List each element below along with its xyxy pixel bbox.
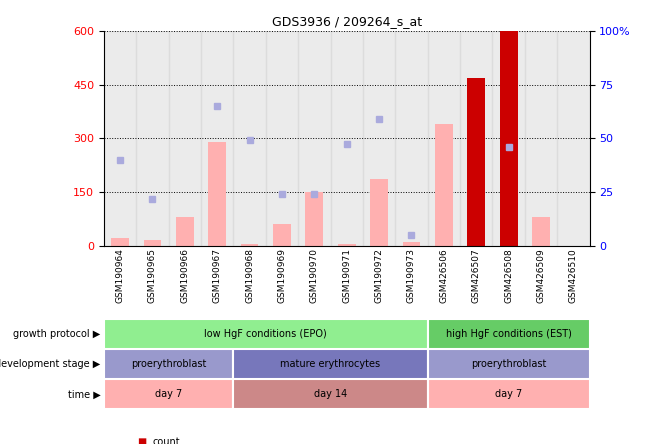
Bar	[298, 31, 330, 246]
Bar	[427, 319, 590, 349]
Text: ■: ■	[137, 437, 147, 444]
Text: day 7: day 7	[495, 389, 523, 399]
Bar	[201, 31, 233, 246]
Text: mature erythrocytes: mature erythrocytes	[281, 359, 381, 369]
Bar	[233, 349, 427, 379]
Bar	[273, 224, 291, 246]
Bar	[371, 179, 388, 246]
Bar	[266, 31, 298, 246]
Bar	[176, 217, 194, 246]
Bar	[330, 31, 363, 246]
Bar	[427, 31, 460, 246]
Text: low HgF conditions (EPO): low HgF conditions (EPO)	[204, 329, 327, 339]
Text: proerythroblast: proerythroblast	[131, 359, 206, 369]
Bar	[233, 379, 427, 409]
Text: proerythroblast: proerythroblast	[471, 359, 546, 369]
Bar	[403, 242, 420, 246]
Bar	[136, 31, 169, 246]
Bar	[427, 349, 590, 379]
Bar	[525, 31, 557, 246]
Bar	[363, 31, 395, 246]
Bar	[435, 124, 453, 246]
Bar	[104, 319, 427, 349]
Bar	[338, 244, 356, 246]
Bar	[208, 142, 226, 246]
Text: development stage ▶: development stage ▶	[0, 359, 100, 369]
Bar	[532, 217, 550, 246]
Bar	[306, 192, 323, 246]
Bar	[492, 31, 525, 246]
Bar	[500, 31, 517, 246]
Bar	[395, 31, 427, 246]
Bar	[557, 31, 590, 246]
Text: time ▶: time ▶	[68, 389, 100, 399]
Bar	[468, 78, 485, 246]
Text: count: count	[152, 437, 180, 444]
Text: day 14: day 14	[314, 389, 347, 399]
Bar	[143, 240, 161, 246]
Bar	[233, 31, 266, 246]
Bar	[104, 379, 233, 409]
Bar	[427, 379, 590, 409]
Text: growth protocol ▶: growth protocol ▶	[13, 329, 101, 339]
Bar	[104, 31, 136, 246]
Title: GDS3936 / 209264_s_at: GDS3936 / 209264_s_at	[271, 16, 422, 28]
Bar	[241, 244, 259, 246]
Text: high HgF conditions (EST): high HgF conditions (EST)	[446, 329, 572, 339]
Bar	[111, 238, 129, 246]
Text: day 7: day 7	[155, 389, 182, 399]
Bar	[169, 31, 201, 246]
Bar	[460, 31, 492, 246]
Bar	[104, 349, 233, 379]
